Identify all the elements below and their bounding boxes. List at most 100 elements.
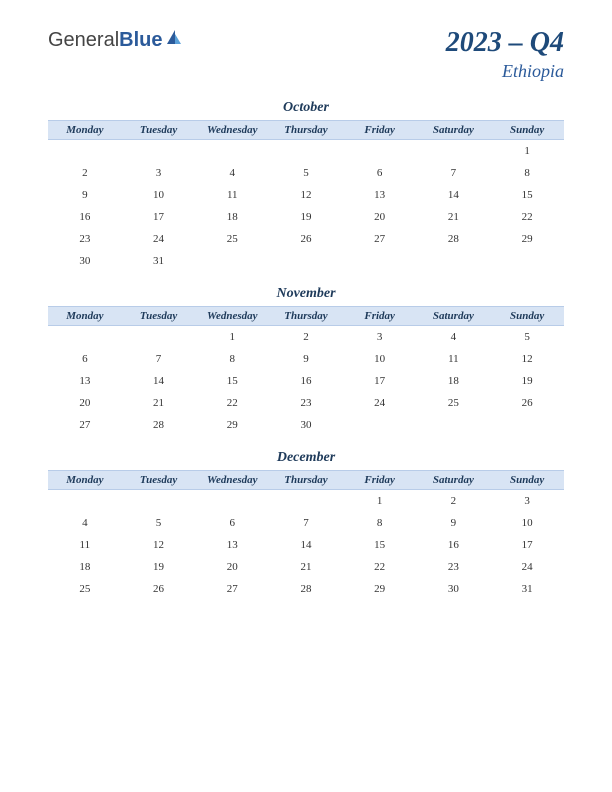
calendar-cell: 12 [122,534,196,556]
calendar-cell: 14 [417,184,491,206]
calendar-cell: 18 [48,556,122,578]
calendar-cell: 13 [48,370,122,392]
month-title: October [48,100,564,116]
calendar-cell [122,325,196,348]
day-header: Tuesday [122,120,196,139]
calendar-cell [195,250,269,272]
calendar-row: 6789101112 [48,348,564,370]
calendar-cell: 18 [417,370,491,392]
logo: GeneralBlue [48,28,183,52]
calendar-cell: 5 [490,325,564,348]
calendar-cell: 29 [343,578,417,600]
calendar-cell: 23 [48,228,122,250]
calendar-cell: 25 [48,578,122,600]
calendar-row: 2345678 [48,162,564,184]
page-subtitle: Ethiopia [446,61,564,82]
calendar-cell: 28 [417,228,491,250]
calendar-cell: 27 [343,228,417,250]
calendar-cell: 22 [490,206,564,228]
calendar-row: 12345 [48,325,564,348]
calendar-cell: 4 [48,512,122,534]
calendar-cell: 30 [269,414,343,436]
month-title: December [48,450,564,466]
calendar-cell [417,414,491,436]
day-header: Monday [48,120,122,139]
title-block: 2023 – Q4 Ethiopia [446,28,564,82]
calendar-cell: 26 [269,228,343,250]
calendar-cell: 8 [195,348,269,370]
day-header: Wednesday [195,306,269,325]
calendar-row: 18192021222324 [48,556,564,578]
calendar-cell: 17 [122,206,196,228]
day-header: Tuesday [122,306,196,325]
logo-text-2: Blue [119,29,162,52]
calendar-cell: 11 [48,534,122,556]
day-header: Thursday [269,306,343,325]
calendar-cell: 9 [269,348,343,370]
calendar-cell [490,250,564,272]
day-header: Saturday [417,306,491,325]
calendar-row: 27282930 [48,414,564,436]
month-title: November [48,286,564,302]
calendar-cell: 23 [269,392,343,414]
day-header: Tuesday [122,470,196,489]
calendar-cell: 6 [48,348,122,370]
calendar-cell: 30 [48,250,122,272]
calendar-cell: 30 [417,578,491,600]
calendar-cell: 4 [417,325,491,348]
calendar-cell [417,250,491,272]
calendar-cell: 5 [122,512,196,534]
calendar-cell: 7 [417,162,491,184]
month-block: NovemberMondayTuesdayWednesdayThursdayFr… [48,286,564,436]
calendar-cell: 15 [490,184,564,206]
calendar-cell: 27 [195,578,269,600]
calendar-cell: 15 [343,534,417,556]
header: GeneralBlue 2023 – Q4 Ethiopia [48,28,564,82]
calendar-row: 1 [48,139,564,162]
calendar-cell: 2 [417,489,491,512]
calendar-cell: 13 [195,534,269,556]
page-title: 2023 – Q4 [446,28,564,59]
calendar-cell: 3 [490,489,564,512]
calendar-cell: 19 [490,370,564,392]
calendar-cell [195,139,269,162]
calendar-cell: 31 [490,578,564,600]
calendar-cell: 11 [195,184,269,206]
day-header: Thursday [269,470,343,489]
day-header: Friday [343,120,417,139]
calendar-cell: 31 [122,250,196,272]
calendar-cell [343,414,417,436]
calendar-cell: 28 [269,578,343,600]
calendar-cell: 24 [343,392,417,414]
day-header: Thursday [269,120,343,139]
month-block: October MondayTuesdayWednesdayThursdayFri… [48,100,564,272]
calendar-cell [490,414,564,436]
calendar-cell: 16 [417,534,491,556]
calendar-row: 20212223242526 [48,392,564,414]
calendar-row: 9101112131415 [48,184,564,206]
calendar-cell: 26 [490,392,564,414]
calendar-row: 25262728293031 [48,578,564,600]
calendar-cell: 4 [195,162,269,184]
month-block: December MondayTuesdayWednesdayThursdayFr… [48,450,564,600]
calendar-cell: 12 [490,348,564,370]
calendar-cell: 18 [195,206,269,228]
calendar-cell: 29 [490,228,564,250]
calendar-table: MondayTuesdayWednesdayThursdayFridaySatu… [48,470,564,600]
calendar-cell: 23 [417,556,491,578]
calendar-row: 23242526272829 [48,228,564,250]
calendar-cell: 11 [417,348,491,370]
calendar-cell: 2 [48,162,122,184]
calendar-cell [343,250,417,272]
calendar-cell [269,250,343,272]
calendar-cell: 26 [122,578,196,600]
calendar-cell: 1 [343,489,417,512]
calendar-cell [48,325,122,348]
calendar-cell: 9 [417,512,491,534]
calendar-cell: 28 [122,414,196,436]
calendar-cell: 10 [490,512,564,534]
day-header: Wednesday [195,120,269,139]
calendar-cell: 12 [269,184,343,206]
day-header: Wednesday [195,470,269,489]
day-header: Saturday [417,120,491,139]
